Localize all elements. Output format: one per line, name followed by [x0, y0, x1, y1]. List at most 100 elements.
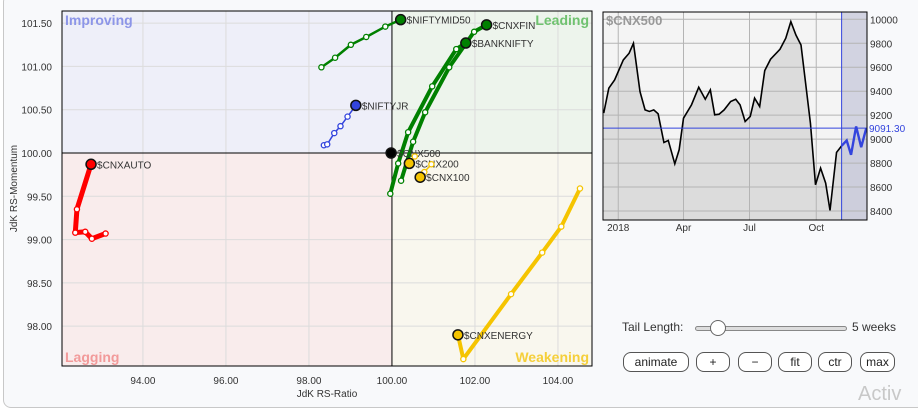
price-line-highlight [840, 126, 868, 156]
y-tick-label: 99.50 [27, 192, 52, 203]
tail-point-niftymid50 [318, 64, 325, 71]
y-tick-label: 101.50 [21, 19, 52, 30]
tail-point-niftymid50 [362, 33, 370, 41]
label-cnxfin: $CNXFIN [493, 21, 536, 32]
tail-point-banknifty [453, 45, 460, 53]
head-marker-niftymid50 [394, 13, 407, 26]
y-tick-label: 99.00 [27, 236, 52, 247]
price-y-tick-label: 8400 [870, 207, 893, 218]
tail-length-value: 5 weeks [852, 320, 897, 334]
tail-length-slider[interactable] [695, 320, 847, 336]
tail-point-cnx100 [428, 161, 435, 168]
head-marker-cnxauto [85, 158, 97, 171]
price-x-tick-label: Jul [743, 223, 756, 234]
fit-button[interactable]: fit [778, 352, 812, 372]
tail-line-cnxenergy [455, 186, 582, 362]
quadrant-weakening [391, 153, 592, 366]
center-button[interactable]: ctr [818, 352, 852, 372]
y-axis-title: JdK RS-Momentum [9, 145, 20, 232]
zoom-out-button[interactable]: − [738, 352, 772, 372]
price-x-tick-label: 2018 [607, 223, 630, 234]
head-marker-cnxenergy [452, 329, 464, 341]
tail-point-niftymid50 [331, 54, 339, 62]
tail-point-niftymid50 [382, 23, 389, 30]
quadrant-label-lagging: Lagging [65, 349, 119, 365]
animate-button[interactable]: animate [623, 352, 689, 372]
x-tick-label: 94.00 [130, 376, 155, 387]
tail-length-label: Tail Length: [622, 320, 684, 334]
price-y-tick-label: 10000 [870, 15, 898, 26]
label-cnx200: $CNX200 [415, 159, 459, 170]
max-button[interactable]: max [860, 352, 895, 372]
head-marker-cnx500 [385, 147, 397, 159]
label-cnxenergy: $CNXENERGY [464, 331, 533, 342]
y-tick-label: 98.00 [27, 322, 52, 333]
price-x-tick-label: Apr [676, 223, 692, 234]
head-marker-cnx200 [403, 157, 416, 170]
x-axis-title: JdK RS-Ratio [297, 389, 358, 400]
quadrant-leading [391, 11, 592, 153]
highlight-region [841, 12, 867, 220]
y-tick-label: 100.50 [21, 106, 52, 117]
price-y-tick-label: 9400 [870, 87, 893, 98]
tail-point-cnxauto [88, 235, 96, 242]
price-y-tick-label: 9000 [870, 135, 893, 146]
x-tick-label: 96.00 [213, 376, 238, 387]
tail-point-banknifty [428, 83, 436, 90]
price-chart-title: $CNX500 [606, 13, 662, 28]
slider-knob[interactable] [710, 320, 726, 336]
tail-point-niftyjr [337, 122, 344, 130]
tail-point-cnxauto [73, 206, 81, 213]
tail-point-niftyjr [344, 113, 351, 120]
tail-point-niftyjr [323, 141, 331, 148]
x-tick-label: 100.00 [377, 376, 408, 387]
x-tick-label: 104.00 [543, 376, 574, 387]
tail-point-cnxenergy [538, 249, 546, 256]
label-cnx500: $CNX500 [397, 149, 441, 160]
head-marker-niftyjr [350, 99, 362, 112]
label-niftyjr: $NIFTYJR [362, 101, 409, 112]
slider-track[interactable] [695, 326, 847, 331]
head-marker-cnxfin [480, 19, 493, 31]
y-tick-label: 100.00 [21, 149, 52, 160]
y-tick-label: 101.00 [21, 62, 52, 73]
x-tick-label: 98.00 [296, 376, 321, 387]
price-y-tick-label: 8600 [870, 183, 893, 194]
tail-point-cnxenergy [558, 223, 565, 230]
quadrant-label-weakening: Weakening [515, 349, 589, 365]
quadrant-improving [62, 11, 392, 153]
tail-point-cnxfin [421, 109, 429, 116]
label-niftymid50: $NIFTYMID50 [407, 16, 471, 27]
tail-point-cnxfin [470, 28, 478, 36]
price-x-tick-label: Oct [808, 223, 824, 234]
head-marker-banknifty [460, 37, 472, 49]
plot-border [61, 10, 593, 367]
quadrant-lagging [62, 153, 392, 366]
activation-watermark: Activ [858, 383, 902, 405]
tail-point-cnxauto [72, 229, 79, 236]
tail-point-cnx200 [411, 153, 419, 160]
tail-point-cnxauto [81, 228, 89, 236]
tail-point-cnxenergy [576, 185, 584, 192]
tail-point-banknifty [387, 190, 394, 197]
price-y-tick-label: 9800 [870, 39, 893, 50]
quadrant-label-improving: Improving [65, 12, 133, 28]
label-banknifty: $BANKNIFTY [472, 39, 534, 50]
price-area [603, 21, 867, 221]
y-tick-label: 98.50 [27, 279, 52, 290]
tail-point-cnxfin [409, 138, 417, 145]
tail-point-niftyjr [331, 129, 338, 137]
zoom-in-button[interactable]: + [696, 352, 730, 372]
tail-point-cnxenergy [507, 290, 515, 298]
quadrant-label-leading: Leading [535, 12, 589, 28]
tail-point-cnxauto [102, 230, 109, 237]
tail-point-cnxenergy [460, 355, 467, 363]
price-y-tick-label: 8800 [870, 159, 893, 170]
price-plot-border [602, 11, 868, 221]
tail-point-banknifty [404, 128, 412, 136]
tail-point-cnxfin [397, 177, 405, 184]
label-cnxauto: $CNXAUTO [97, 160, 151, 171]
label-cnx100: $CNX100 [426, 173, 470, 184]
price-y-tick-label: 9600 [870, 63, 893, 74]
